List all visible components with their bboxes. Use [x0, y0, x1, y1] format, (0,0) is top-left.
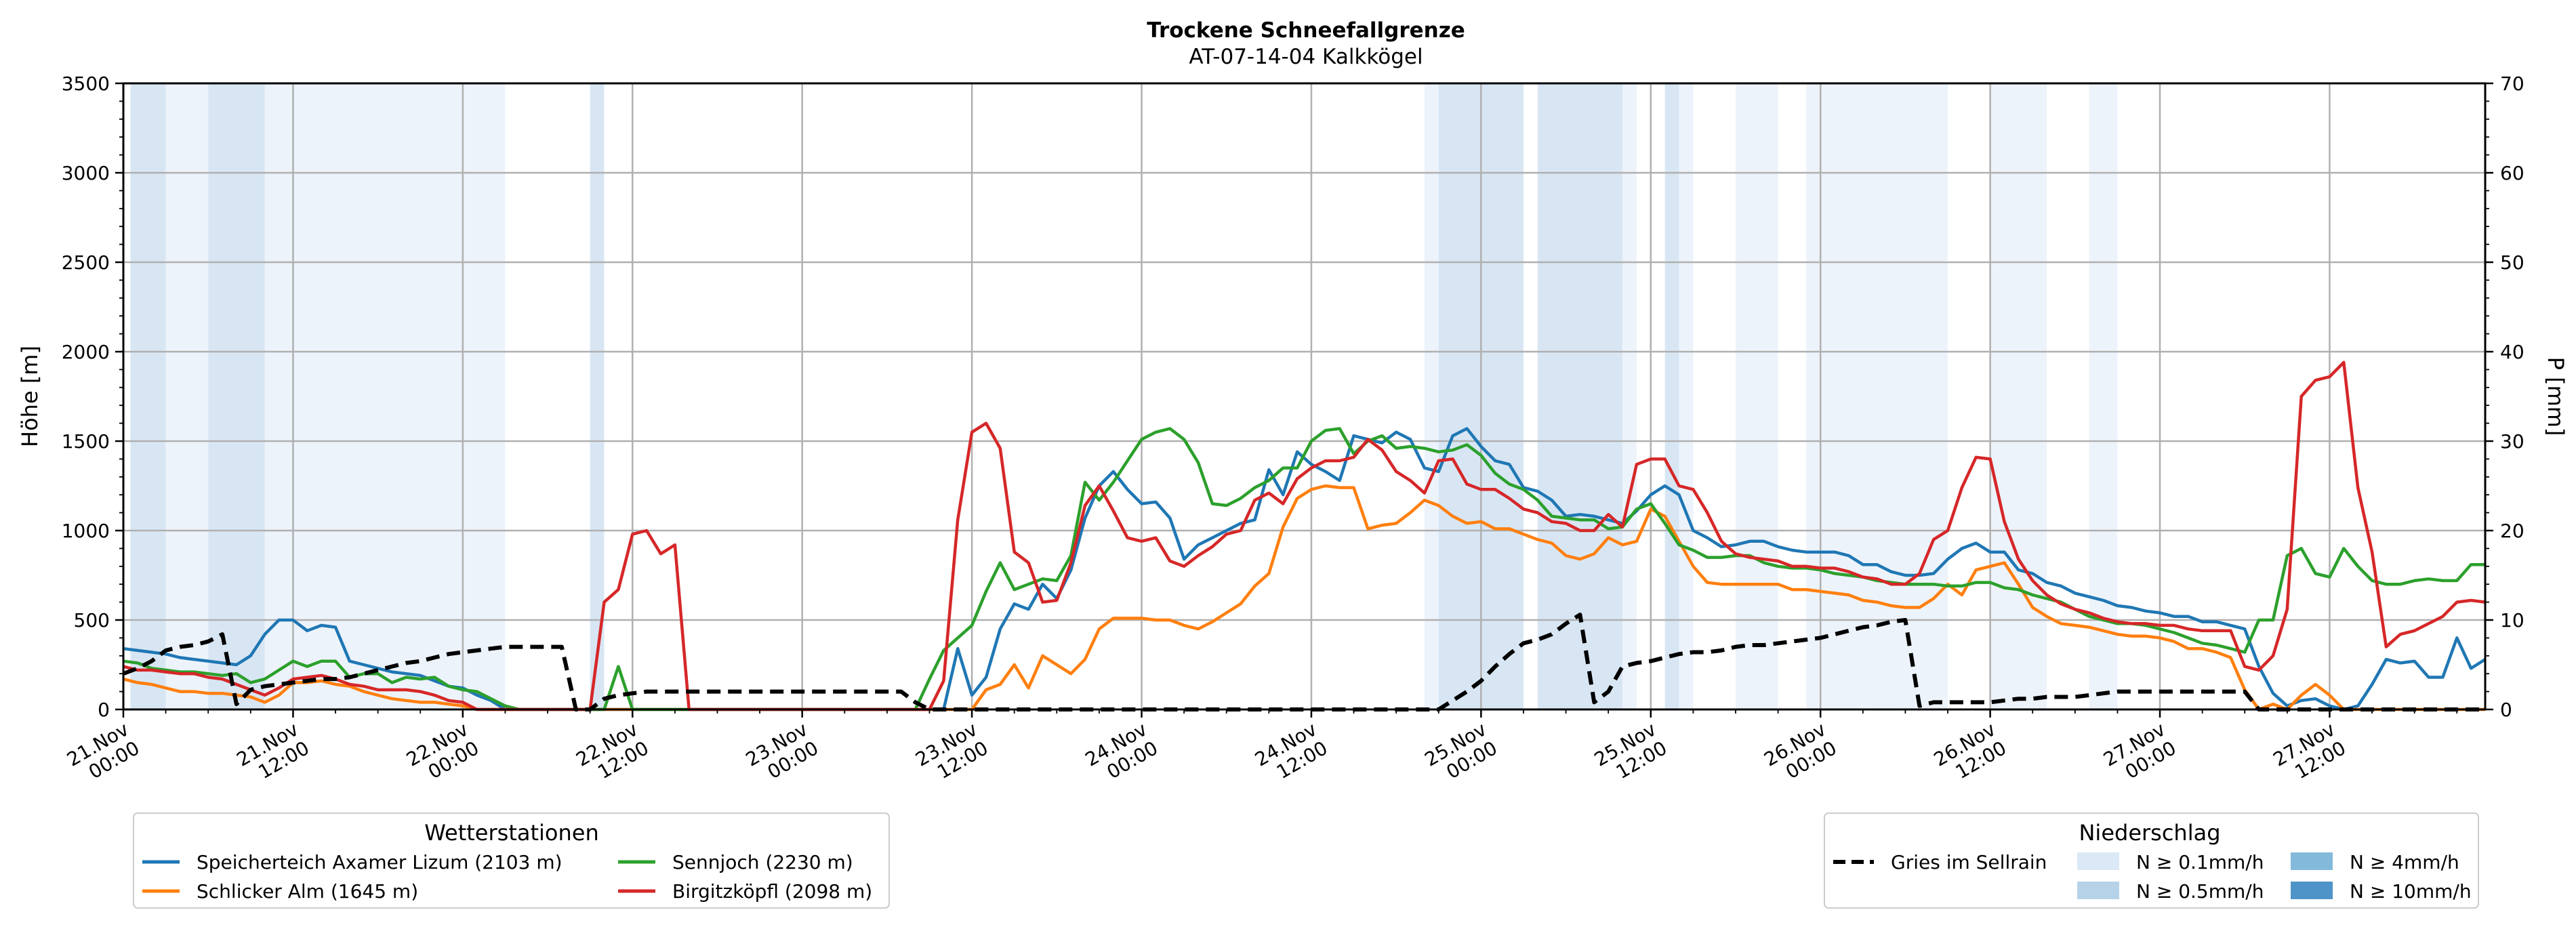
y2-axis-label: P [mm]	[2543, 357, 2569, 436]
precip-band-10	[1679, 83, 1694, 709]
grid-lines	[123, 83, 2485, 709]
chart-title: Trockene Schneefallgrenze	[1147, 18, 1465, 43]
legend-label-schlicker: Schlicker Alm (1645 m)	[197, 880, 418, 903]
legend-swatch-n01	[2077, 852, 2119, 870]
precip-legend-title: Niederschlag	[2079, 820, 2220, 846]
y2tick-label-5: 50	[2500, 251, 2524, 274]
legend-label-n05: N ≥ 0.5mm/h	[2136, 880, 2264, 903]
precip-band-1	[165, 83, 209, 709]
stations-legend: Wetterstationen Speicherteich Axamer Liz…	[133, 812, 890, 909]
chart-subtitle: AT-07-14-04 Kalkkögel	[1189, 45, 1423, 69]
ytick-label-1: 500	[74, 609, 110, 632]
precip-band-3	[264, 83, 506, 709]
precip-band-8	[1622, 83, 1637, 709]
precip-band-2	[208, 83, 265, 709]
precip-band-5	[1424, 83, 1439, 709]
legend-swatch-n10	[2291, 882, 2333, 899]
ytick-label-2: 1000	[62, 520, 110, 542]
precip-band-4	[590, 83, 605, 709]
legend-label-n4: N ≥ 4mm/h	[2350, 851, 2459, 873]
legend-label-birgitz: Birgitzköpfl (2098 m)	[672, 880, 872, 903]
y2tick-label-6: 60	[2500, 162, 2524, 184]
ytick-label-5: 2500	[62, 251, 110, 274]
legend-label-sennjoch: Sennjoch (2230 m)	[672, 851, 853, 873]
precipitation-bands	[130, 83, 2118, 709]
y2tick-label-1: 10	[2500, 609, 2524, 632]
y2tick-label-3: 30	[2500, 430, 2524, 453]
legend-label-gries: Gries im Sellrain	[1891, 851, 2047, 873]
series-line-3	[123, 360, 2486, 711]
precip-band-0	[130, 83, 166, 709]
y2tick-label-7: 70	[2500, 73, 2524, 95]
legend-label-n10: N ≥ 10mm/h	[2350, 880, 2472, 903]
ytick-label-0: 0	[98, 699, 110, 721]
series-line-2	[123, 427, 2485, 711]
legend-swatch-n05	[2077, 882, 2119, 899]
legend-label-axamer: Speicherteich Axamer Lizum (2103 m)	[197, 851, 563, 873]
precip-band-12	[1806, 83, 1948, 709]
ytick-label-3: 1500	[62, 430, 110, 453]
precip-band-11	[1735, 83, 1778, 709]
axes	[115, 82, 2493, 718]
precip-band-7	[1537, 83, 1623, 709]
legend-label-n01: N ≥ 0.1mm/h	[2136, 851, 2264, 873]
ytick-label-7: 3500	[62, 73, 110, 95]
stations-legend-title: Wetterstationen	[424, 820, 598, 846]
ytick-label-4: 2000	[62, 341, 110, 363]
legend-swatch-n4	[2291, 852, 2333, 870]
y2tick-label-4: 40	[2500, 341, 2524, 363]
precip-band-13	[1990, 83, 2047, 709]
precip-legend: Niederschlag Gries im Sellrain N ≥ 0.1mm…	[1824, 812, 2479, 909]
plot-frame	[122, 82, 2487, 711]
y-axis-label: Höhe [m]	[17, 346, 43, 447]
ytick-label-6: 3000	[62, 162, 110, 184]
series-line-4	[122, 613, 2485, 711]
y2tick-label-2: 20	[2500, 520, 2524, 542]
y2tick-label-0: 0	[2500, 699, 2512, 721]
precip-band-9	[1664, 83, 1679, 709]
series-lines	[122, 360, 2487, 711]
left-y-tick-labels: 0 500 1000 1500 2000 2500 3000 3500	[62, 73, 110, 721]
right-y-tick-labels: 0 10 20 30 40 50 60 70	[2500, 73, 2524, 721]
series-line-1	[123, 484, 2485, 711]
